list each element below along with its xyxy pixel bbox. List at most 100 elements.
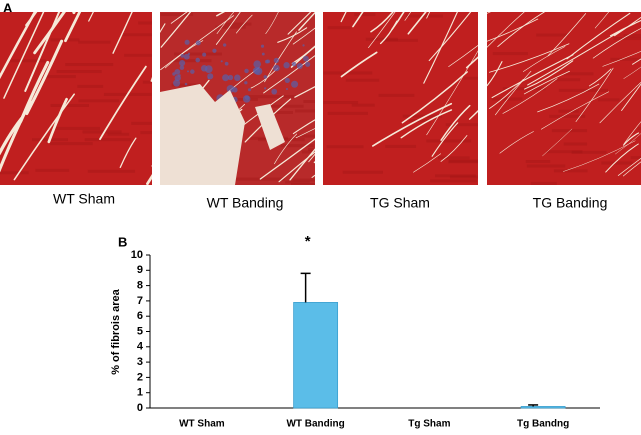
fiber-gap (340, 51, 378, 78)
fiber-gap (112, 12, 133, 54)
tissue-texture (43, 75, 76, 79)
fiber-gap (537, 83, 600, 113)
fiber-gap (295, 128, 315, 139)
y-tick-label: 5 (137, 325, 143, 337)
fiber-gap (0, 100, 32, 173)
fiber-gap (0, 12, 37, 80)
tissue-texture (246, 95, 297, 99)
y-tick-label: 6 (137, 310, 143, 322)
tissue-texture (107, 132, 130, 136)
fiber-gap (623, 121, 641, 145)
x-tick-label: Tg Bandng (517, 419, 569, 430)
tissue-texture (77, 84, 104, 88)
fibrosis (224, 61, 229, 66)
tissue-texture (438, 156, 470, 160)
tissue-texture (82, 130, 122, 134)
fiber-gap (64, 12, 82, 43)
histology-image (160, 12, 315, 185)
tissue-texture (551, 129, 588, 133)
fiber-gap (352, 12, 364, 28)
fiber-gap (215, 12, 241, 45)
fibrosis (247, 88, 252, 92)
tissue-texture (525, 160, 551, 164)
fibrosis (305, 61, 311, 67)
tissue-texture (262, 110, 294, 114)
tissue-texture (553, 78, 581, 82)
histology-image (0, 12, 152, 185)
tissue-texture (351, 103, 375, 107)
fiber-gap (423, 12, 458, 84)
fiber-gap (259, 138, 315, 180)
fiber-gap (287, 12, 312, 35)
tissue-texture (291, 182, 315, 185)
y-tick-label: 2 (137, 371, 143, 383)
fiber-gap (431, 122, 459, 157)
fiber-gap (170, 12, 188, 24)
tissue-texture (563, 72, 594, 76)
tissue-texture (435, 174, 476, 178)
fibrosis (263, 75, 268, 79)
panel-label: B (118, 234, 127, 249)
tissue-texture (285, 180, 310, 184)
fiber-gap (278, 151, 315, 183)
fibrosis (207, 77, 210, 80)
fiber-gap (99, 65, 147, 141)
fibrosis (202, 52, 207, 57)
fiber-gap (13, 93, 75, 181)
tissue-texture (383, 38, 418, 42)
fiber-gap (602, 51, 641, 67)
lumen (160, 84, 245, 185)
tissue-texture (430, 179, 477, 183)
tissue-texture (172, 59, 212, 63)
fibrosis (184, 39, 190, 45)
fiber-gap (495, 70, 532, 116)
fiber-gap (428, 12, 472, 62)
tissue-texture (52, 126, 101, 130)
tissue-texture (449, 175, 478, 179)
tissue-texture (402, 114, 442, 118)
tissue-texture (140, 131, 152, 135)
tissue-texture (308, 148, 315, 152)
fiber-gap (216, 12, 235, 35)
fiber-gap (605, 143, 639, 173)
fiber-gap (487, 61, 503, 87)
panel-label: A (3, 0, 13, 15)
tissue-texture (378, 93, 415, 97)
y-axis-label: % of fibrois area (110, 288, 122, 374)
tissue-texture (326, 145, 364, 149)
fiber-gap (160, 12, 192, 48)
tissue-texture (445, 123, 478, 127)
image-caption: TG Banding (533, 195, 608, 211)
fiber-gap (497, 12, 546, 48)
fiber-gap (465, 56, 478, 69)
fiber-gap (566, 12, 631, 60)
fiber-gap (563, 140, 636, 172)
tissue-texture (491, 97, 523, 101)
fiber-gap (291, 45, 315, 64)
fibrosis (273, 64, 280, 72)
tissue-texture (354, 13, 376, 17)
fiber-gap (502, 78, 558, 114)
y-tick-label: 10 (131, 249, 143, 261)
tissue-texture (342, 170, 383, 174)
tissue-texture (448, 160, 478, 164)
fibrosis (179, 65, 185, 70)
fibrosis (283, 62, 290, 69)
tissue-texture (601, 161, 633, 165)
fibrosis (302, 44, 305, 47)
fiber-gap (599, 81, 641, 124)
fiber-gap (622, 132, 640, 146)
fibrosis (260, 44, 265, 48)
fibrosis (291, 80, 299, 88)
fiber-gap (594, 12, 610, 29)
fibrosis (273, 57, 280, 64)
tissue-texture (530, 181, 557, 185)
fiber-gap (368, 12, 396, 49)
fiber-gap (440, 104, 471, 141)
fibrosis (232, 87, 238, 93)
tissue-texture (78, 40, 111, 44)
fiber-gap (289, 148, 315, 181)
tissue-texture (449, 159, 478, 163)
fiber-gap (575, 67, 614, 122)
tissue (487, 12, 641, 185)
